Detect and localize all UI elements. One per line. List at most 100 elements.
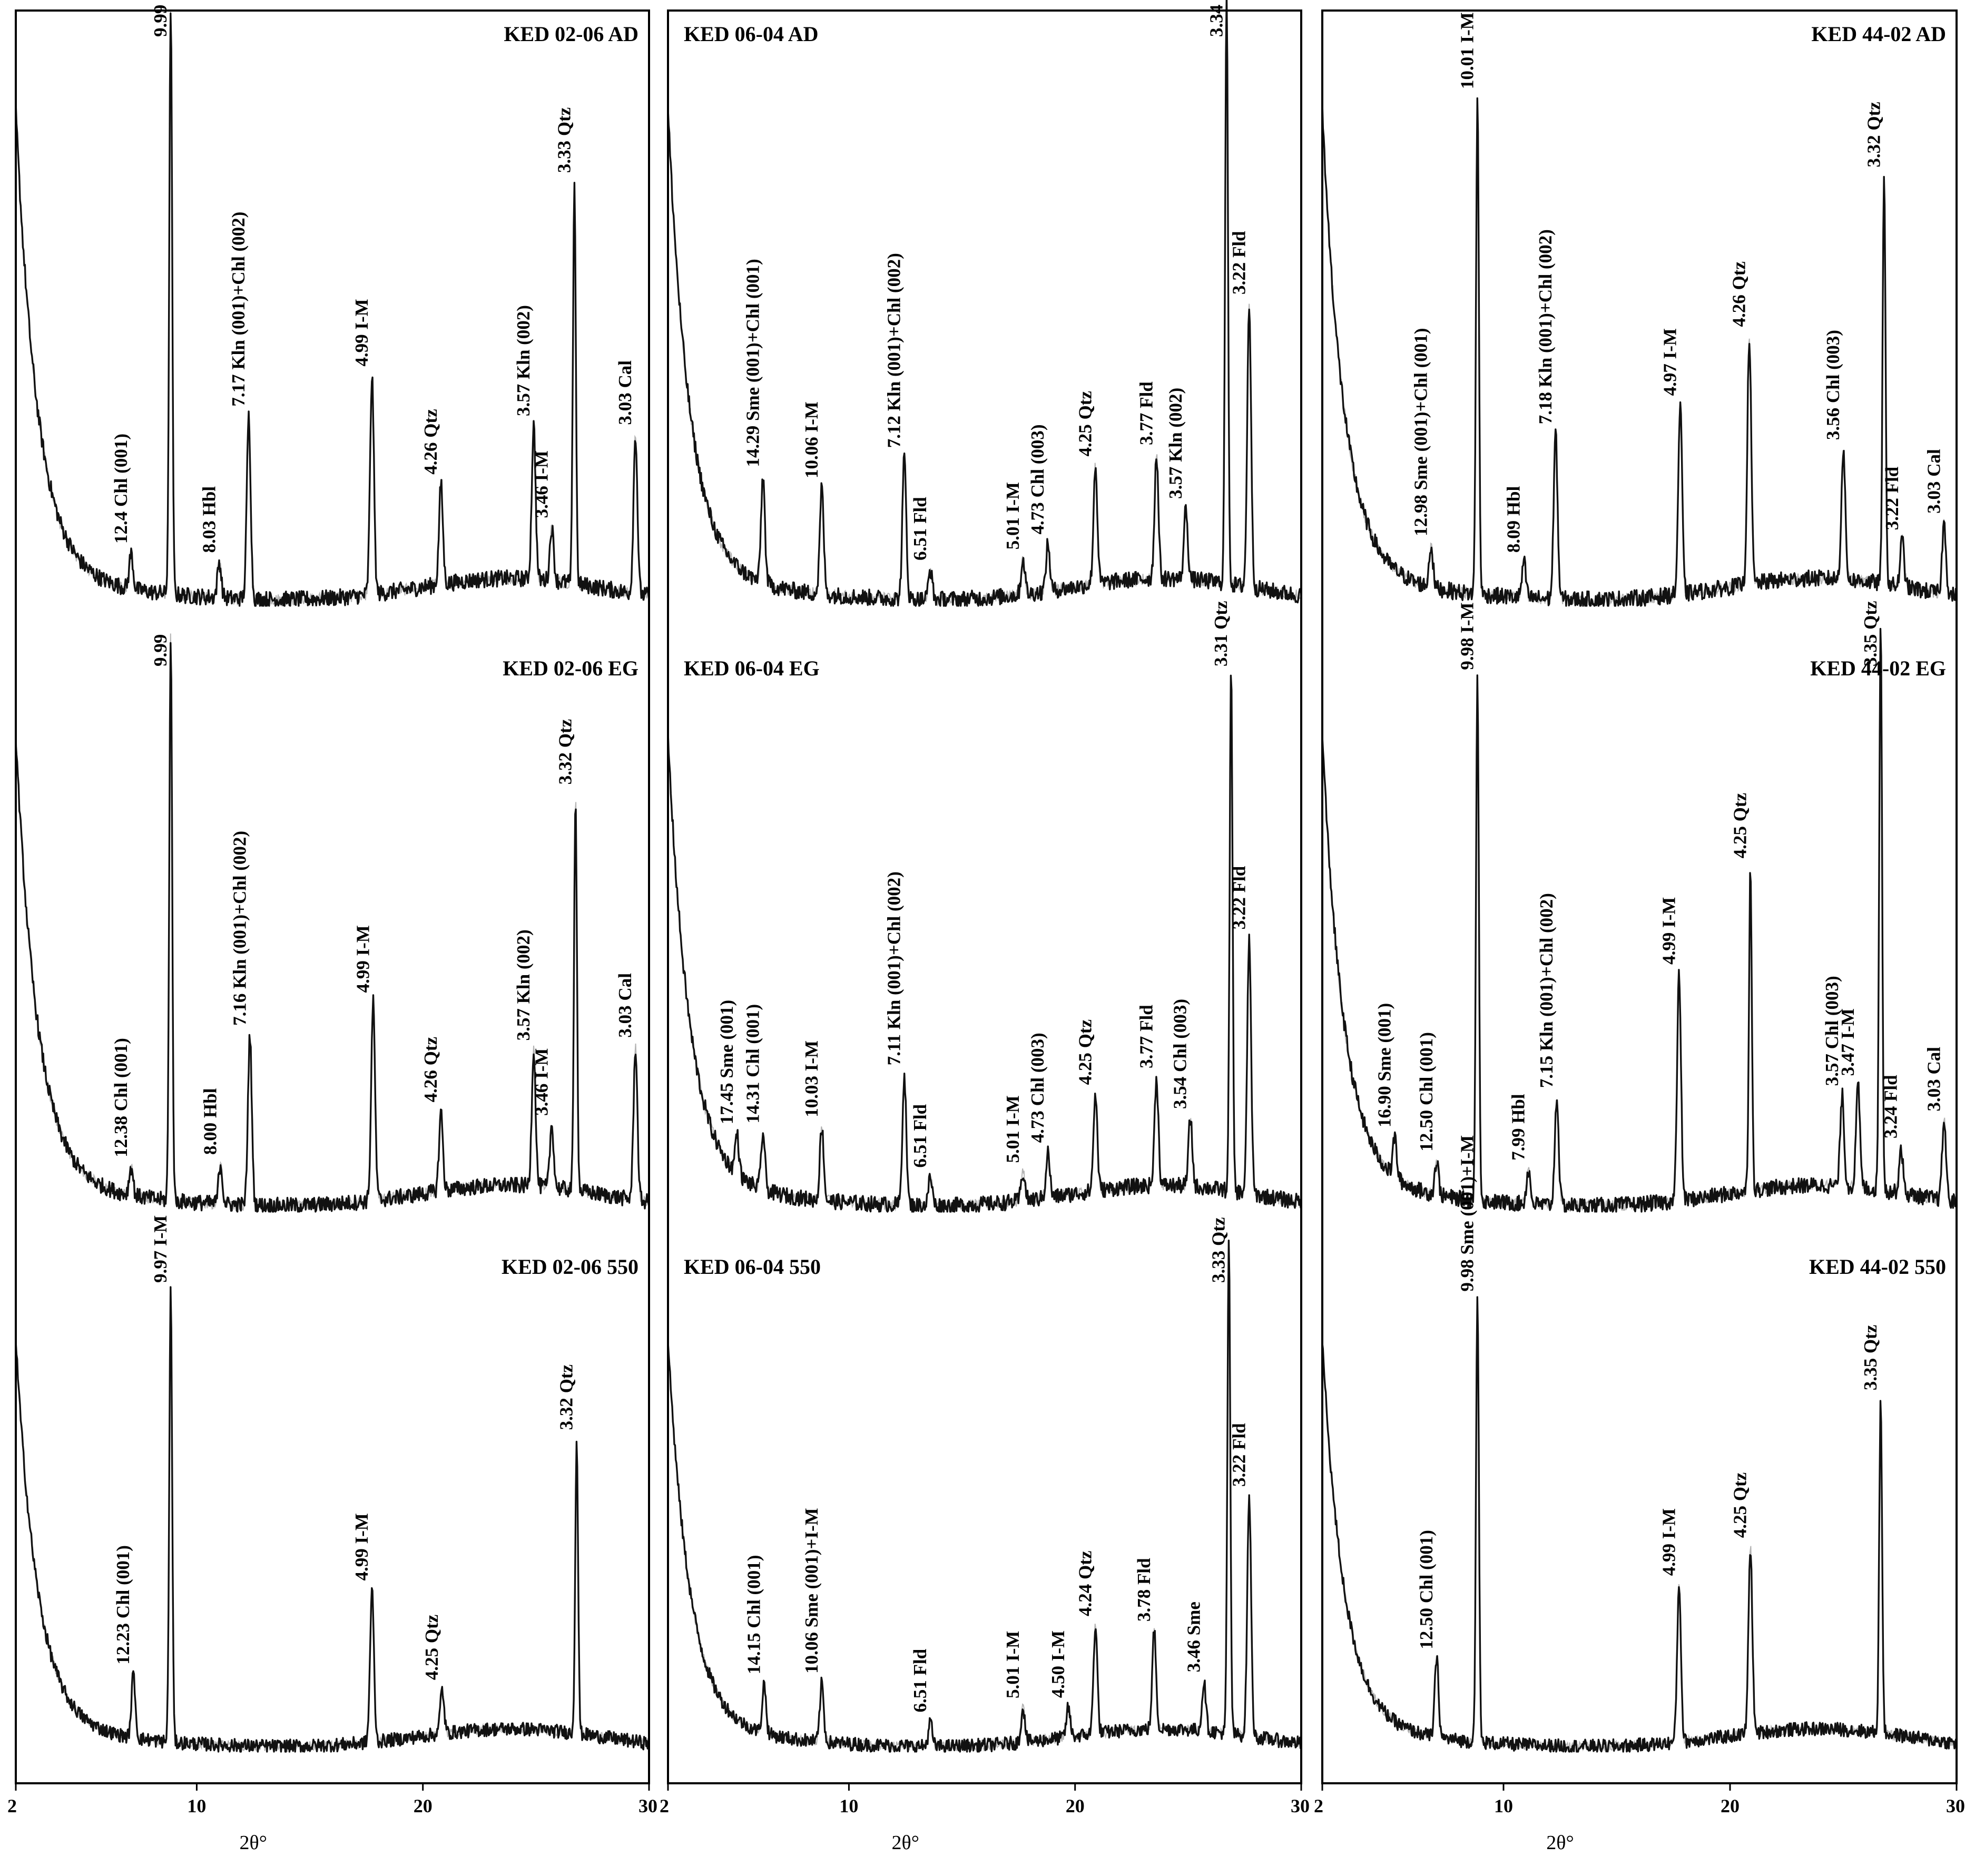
peak-label: 10.03 I-M — [801, 1040, 822, 1117]
peak-label: 3.56 Chl (003) — [1823, 330, 1843, 440]
peak-label: 4.25 Qtz — [1730, 793, 1751, 858]
peak-label: 7.15 Kln (001)+Chl (002) — [1536, 893, 1557, 1088]
pattern-trace — [15, 1286, 650, 1753]
panel-2: KED 06-04 AD 14.29 Sme (001)+Chl (001) 10.… — [660, 0, 1310, 1854]
panel-1: KED 02-06 AD 12.4 Chl (001) 9.99 I-M 8.03 H… — [7, 0, 657, 1854]
peak-label: 4.26 Qtz — [420, 409, 441, 474]
sample-title: KED 06-04 550 — [684, 1255, 821, 1279]
peak-label: 3.46 I-M — [531, 1048, 552, 1116]
peak-label: 12.50 Chl (001) — [1416, 1032, 1437, 1152]
x-tick-label: 30 — [1946, 1795, 1965, 1816]
peak-label: 3.03 Cal — [1923, 449, 1944, 514]
peak-label: 3.35 Qtz — [1860, 601, 1881, 666]
x-tick-label: 10 — [1494, 1795, 1513, 1816]
panel-frame — [667, 9, 1302, 1784]
peak-label: 5.01 I-M — [1003, 482, 1023, 549]
peak-label: 4.97 I-M — [1659, 328, 1680, 396]
peak-label: 4.24 Qtz — [1075, 1551, 1095, 1616]
peak-label: 3.22 Fld — [1229, 231, 1249, 294]
x-tick-label: 30 — [1291, 1795, 1310, 1816]
peak-label: 12.50 Chl (001) — [1416, 1530, 1437, 1649]
peak-label: 7.11 Kln (001)+Chl (002) — [884, 871, 905, 1065]
x-axis-label: 2θ° — [1546, 1832, 1574, 1854]
peak-label: 9.97 I-M — [150, 1215, 171, 1283]
peak-label: 3.54 Chl (003) — [1170, 999, 1191, 1109]
peak-label: 4.73 Chl (003) — [1027, 1033, 1048, 1143]
peak-label: 3.32 Qtz — [556, 1364, 577, 1430]
peak-label: 3.24 Fld — [1881, 1075, 1901, 1138]
peak-label: 7.18 Kln (001)+Chl (002) — [1535, 229, 1556, 424]
peak-label: 4.25 Qtz — [1075, 1019, 1095, 1085]
sample-title: KED 44-02 EG — [1810, 656, 1946, 680]
peak-label: 4.50 I-M — [1048, 1631, 1068, 1698]
peak-label: 12.4 Chl (001) — [111, 434, 131, 544]
peak-label: 3.57 Kln (002) — [1165, 388, 1186, 499]
peak-label: 4.99 I-M — [351, 1513, 372, 1580]
peak-label: 7.17 Kln (001)+Chl (002) — [228, 212, 249, 407]
peak-label: 9.98 I-M — [1457, 602, 1478, 670]
pattern-trace — [15, 12, 650, 607]
peak-label: 12.23 Chl (001) — [113, 1545, 133, 1665]
pattern-trace — [667, 1240, 1302, 1753]
peak-label: 10.06 Sme (001)+I-M — [801, 1508, 822, 1673]
peak-label: 3.22 Fld — [1229, 1423, 1249, 1487]
peak-label: 5.01 I-M — [1003, 1095, 1023, 1163]
peak-label: 3.31 Qtz — [1211, 601, 1231, 666]
x-tick-label: 20 — [1066, 1795, 1085, 1816]
peak-label: 3.22 Fld — [1882, 466, 1902, 530]
peak-label: 14.29 Sme (001)+Chl (001) — [742, 259, 763, 467]
peak-label: 4.25 Qtz — [1730, 1472, 1751, 1538]
peak-label: 4.99 I-M — [351, 299, 372, 366]
peak-label: 3.35 Qtz — [1860, 1325, 1881, 1390]
x-tick-label: 20 — [414, 1795, 433, 1816]
pattern-trace — [15, 642, 650, 1213]
peak-label: 17.45 Sme (001) — [716, 1000, 737, 1124]
pattern-trace — [1321, 627, 1958, 1213]
peak-label: 6.51 Fld — [910, 1648, 930, 1712]
sample-title: KED 02-06 AD — [504, 22, 638, 46]
peak-label: 9.98 Sme (001)+I-M — [1457, 1135, 1478, 1292]
peak-label: 5.01 I-M — [1003, 1631, 1023, 1698]
pattern-row-2: KED 44-02 EG 16.90 Sme (001) 12.50 Chl (00… — [1321, 601, 1958, 1213]
panel-3: KED 44-02 AD 12.98 Sme (001)+Chl (001) 10.… — [1314, 9, 1965, 1854]
peak-label: 8.00 Hbl — [200, 1088, 220, 1155]
x-tick-label: 2 — [1314, 1795, 1323, 1816]
x-axis-label: 2θ° — [892, 1832, 919, 1854]
peak-label: 4.26 Qtz — [420, 1037, 441, 1102]
pattern-row-1: KED 06-04 AD 14.29 Sme (001)+Chl (001) 10.… — [667, 0, 1302, 607]
pattern-trace-replicate — [667, 680, 1302, 1212]
pattern-trace — [667, 674, 1302, 1213]
peak-label: 4.99 I-M — [1658, 1508, 1679, 1576]
peak-label: 3.78 Fld — [1134, 1558, 1154, 1622]
sample-title: KED 06-04 AD — [684, 22, 819, 46]
pattern-trace — [667, 0, 1302, 607]
pattern-row-3: KED 06-04 550 14.15 Chl (001) 10.06 Sme (0… — [667, 1217, 1302, 1753]
peak-label: 7.16 Kln (001)+Chl (002) — [229, 831, 250, 1026]
peak-label: 16.90 Sme (001) — [1374, 1003, 1395, 1127]
peak-label: 14.15 Chl (001) — [743, 1555, 764, 1675]
sample-title: KED 02-06 EG — [503, 656, 638, 680]
x-tick-label: 2 — [660, 1795, 669, 1816]
x-tick-label: 20 — [1721, 1795, 1740, 1816]
x-axis-label: 2θ° — [240, 1832, 267, 1854]
peak-label: 7.99 Hbl — [1508, 1094, 1528, 1161]
x-tick-label: 2 — [7, 1795, 17, 1816]
sample-title: KED 06-04 EG — [684, 656, 820, 680]
pattern-row-2: KED 06-04 EG 17.45 Sme (001) 14.31 Chl (00… — [667, 601, 1302, 1213]
pattern-row-3: KED 44-02 550 12.50 Chl (001) 9.98 Sme (00… — [1321, 1135, 1958, 1753]
peak-label: 9.99 — [150, 634, 171, 666]
sample-title: KED 44-02 550 — [1809, 1255, 1946, 1279]
peak-label: 12.98 Sme (001)+Chl (001) — [1410, 328, 1431, 536]
peak-label: 14.31 Chl (001) — [742, 1004, 763, 1124]
peak-label: 3.32 Qtz — [1863, 102, 1884, 167]
peak-label: 3.33 Qtz — [554, 107, 574, 173]
peak-label: 10.06 I-M — [801, 401, 822, 478]
peak-label: 3.33 Qtz — [1208, 1217, 1229, 1283]
peak-label: 4.26 Qtz — [1729, 261, 1750, 327]
pattern-trace — [1321, 97, 1958, 607]
peak-label: 3.03 Cal — [615, 973, 635, 1038]
peak-label: 4.99 I-M — [352, 925, 373, 993]
panel-frame — [15, 9, 650, 1784]
peak-label: 3.57 Chl (003) — [1822, 976, 1842, 1086]
